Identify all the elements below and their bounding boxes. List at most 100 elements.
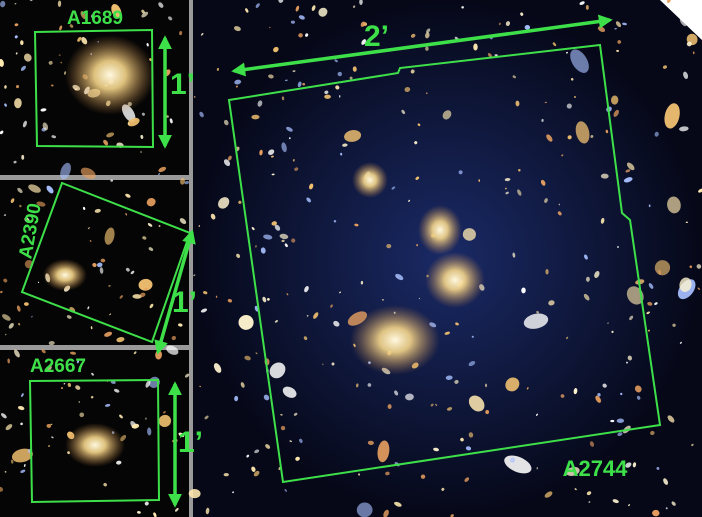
galaxy bbox=[662, 65, 668, 69]
galaxy bbox=[628, 504, 631, 507]
galaxy bbox=[14, 98, 22, 109]
galaxy bbox=[360, 280, 364, 285]
galaxy bbox=[607, 322, 609, 324]
galaxy bbox=[284, 489, 287, 492]
galaxy bbox=[536, 466, 538, 470]
galaxy bbox=[279, 233, 289, 240]
scale-arrow bbox=[154, 229, 196, 355]
galaxy bbox=[3, 278, 8, 283]
galaxy bbox=[227, 298, 233, 303]
galaxy bbox=[147, 427, 152, 436]
galaxy bbox=[253, 470, 260, 477]
galaxy bbox=[573, 388, 578, 395]
galaxy bbox=[24, 217, 30, 223]
galaxy bbox=[4, 103, 7, 107]
galaxy bbox=[14, 2, 17, 5]
galaxy bbox=[238, 315, 254, 330]
galaxy bbox=[245, 8, 249, 13]
galaxy bbox=[0, 290, 3, 294]
galaxy bbox=[579, 1, 585, 5]
galaxy bbox=[286, 126, 293, 132]
galaxy bbox=[280, 413, 283, 416]
galaxy bbox=[445, 375, 453, 380]
galaxy bbox=[76, 360, 80, 364]
galaxy bbox=[50, 84, 54, 87]
galaxy bbox=[545, 269, 549, 275]
galaxy bbox=[586, 491, 592, 496]
galaxy bbox=[50, 423, 53, 426]
galaxy bbox=[461, 6, 464, 9]
galaxy bbox=[291, 238, 296, 243]
galaxy bbox=[342, 143, 348, 147]
galaxy bbox=[200, 308, 208, 313]
galaxy bbox=[103, 139, 109, 146]
galaxy bbox=[414, 141, 418, 145]
galaxy bbox=[585, 4, 589, 10]
galaxy bbox=[339, 94, 341, 98]
galaxy bbox=[597, 392, 601, 397]
galaxy bbox=[0, 486, 3, 492]
galaxy bbox=[358, 473, 361, 476]
galaxy bbox=[41, 349, 46, 354]
scale-label: 2’ bbox=[364, 20, 389, 53]
galaxy bbox=[339, 291, 342, 294]
galaxy bbox=[236, 253, 241, 259]
galaxy bbox=[620, 392, 623, 396]
cluster-core bbox=[43, 259, 87, 291]
galaxy bbox=[647, 329, 650, 332]
galaxy bbox=[232, 491, 234, 494]
galaxy bbox=[335, 85, 340, 90]
galaxy bbox=[280, 425, 286, 431]
galaxy bbox=[4, 333, 7, 336]
galaxy bbox=[634, 385, 642, 393]
galaxy bbox=[292, 159, 295, 162]
galaxy bbox=[246, 454, 250, 458]
galaxy bbox=[658, 269, 661, 275]
galaxy bbox=[140, 151, 143, 153]
galaxy bbox=[138, 278, 153, 291]
galaxy bbox=[262, 296, 267, 303]
galaxy bbox=[408, 199, 411, 202]
galaxy bbox=[297, 81, 302, 88]
galaxy bbox=[78, 400, 80, 403]
galaxy bbox=[648, 204, 651, 208]
galaxy bbox=[60, 162, 71, 180]
galaxy bbox=[367, 440, 374, 446]
galaxy bbox=[137, 511, 141, 514]
galaxy bbox=[140, 134, 144, 139]
galaxy bbox=[70, 351, 77, 355]
galaxy bbox=[544, 101, 547, 104]
galaxy bbox=[415, 176, 420, 180]
cluster-core bbox=[65, 35, 155, 115]
galaxy bbox=[295, 5, 300, 12]
galaxy bbox=[632, 462, 637, 468]
galaxy bbox=[626, 162, 635, 171]
galaxy bbox=[546, 134, 553, 142]
galaxy bbox=[284, 243, 288, 248]
galaxy bbox=[175, 508, 179, 512]
galaxy bbox=[271, 221, 277, 226]
galaxy bbox=[67, 382, 72, 387]
galaxy bbox=[333, 320, 340, 327]
galaxy bbox=[405, 393, 414, 401]
galaxy bbox=[158, 414, 172, 428]
galaxy bbox=[468, 432, 474, 438]
galaxy bbox=[0, 413, 7, 419]
galaxy bbox=[141, 112, 145, 116]
galaxy bbox=[304, 285, 309, 293]
galaxy bbox=[21, 154, 25, 160]
galaxy bbox=[594, 271, 600, 278]
galaxy bbox=[685, 221, 689, 223]
galaxy bbox=[281, 96, 285, 101]
galaxy bbox=[647, 301, 653, 306]
galaxy bbox=[51, 135, 57, 139]
galaxy bbox=[679, 341, 682, 344]
galaxy bbox=[119, 414, 123, 419]
galaxy bbox=[302, 82, 306, 86]
galaxy bbox=[198, 225, 201, 228]
galaxy bbox=[146, 197, 156, 207]
galaxy bbox=[15, 84, 20, 89]
galaxy bbox=[77, 36, 82, 42]
